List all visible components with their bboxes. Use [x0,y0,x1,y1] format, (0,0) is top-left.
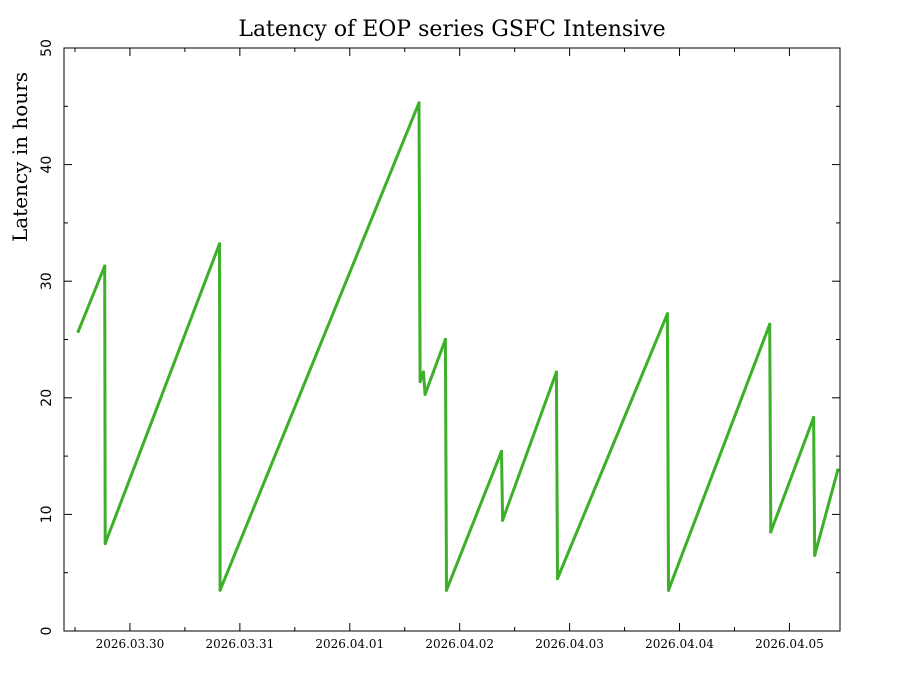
latency-data-point [421,370,426,374]
latency-series-line [76,101,840,592]
y-tick-label: 10 [39,505,55,523]
latency-data-point [103,264,107,268]
y-tick-label: 0 [39,627,55,636]
latency-data-point [665,312,670,316]
latency-data-point [103,541,107,546]
latency-data-point [76,329,80,333]
y-axis-ticks: 0 10 20 30 40 50 [39,39,840,635]
latency-data-point [666,588,671,592]
latency-data-point [417,101,421,105]
x-axis-ticks: 2026.03.30 2026.03.31 2026.04.01 2026.04.02… [74,48,824,651]
latency-data-point [555,576,560,581]
x-tick-label: 2026.03.31 [206,637,275,651]
latency-data-point [217,242,222,246]
y-axis-label: Latency in hours [8,72,32,242]
y-tick-label: 30 [39,272,55,290]
x-tick-label: 2026.03.30 [96,637,165,651]
x-tick-label: 2026.04.05 [755,637,824,651]
y-tick-label: 40 [39,156,55,174]
y-tick-label: 20 [39,389,55,407]
latency-data-point [444,588,449,592]
latency-data-point [418,379,422,384]
x-tick-label: 2026.04.04 [645,637,714,651]
latency-data-point [443,337,448,342]
latency-data-point [499,449,504,454]
x-tick-label: 2026.04.03 [535,637,604,651]
x-tick-label: 2026.04.02 [425,637,494,651]
latency-data-point [836,468,840,472]
latency-data-point [812,416,816,420]
y-tick-label: 50 [39,39,55,57]
chart-title: Latency of EOP series GSFC Intensive [238,17,665,42]
latency-data-point [500,518,505,522]
latency-data-point [813,553,817,557]
latency-data-point [554,370,559,374]
latency-data-point [769,530,773,534]
series-group [76,101,840,592]
latency-data-point [768,322,772,326]
x-tick-label: 2026.04.01 [315,637,384,651]
plot-frame [63,47,841,632]
latency-data-point [423,392,427,396]
latency-data-point [218,588,222,592]
